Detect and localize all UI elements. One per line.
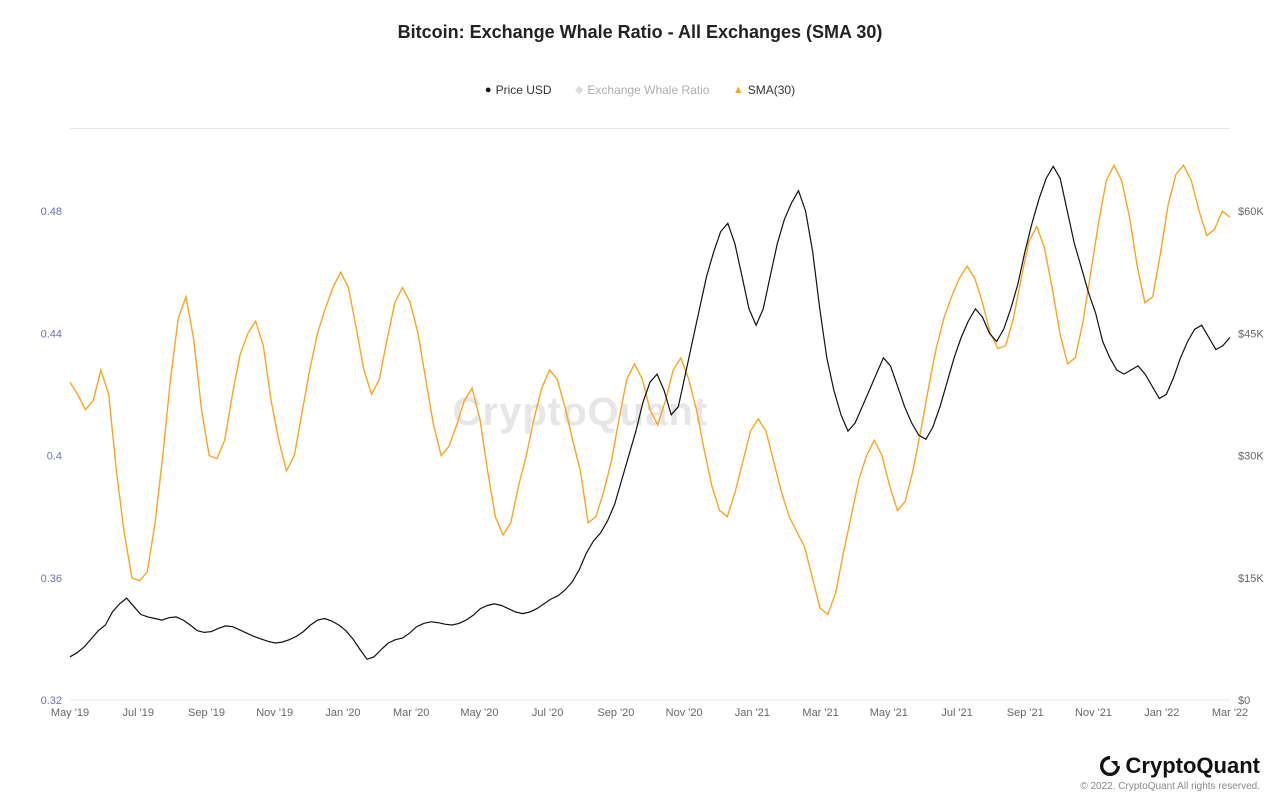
- copyright: © 2022. CryptoQuant All rights reserved.: [1080, 781, 1260, 792]
- legend-label: SMA(30): [748, 83, 795, 97]
- legend-item-whale-ratio[interactable]: ◆ Exchange Whale Ratio: [575, 83, 710, 97]
- svg-text:Nov '21: Nov '21: [1075, 707, 1112, 719]
- chart-title: Bitcoin: Exchange Whale Ratio - All Exch…: [0, 22, 1280, 43]
- svg-text:Nov '19: Nov '19: [256, 707, 293, 719]
- svg-text:Sep '21: Sep '21: [1007, 707, 1044, 719]
- svg-text:0.32: 0.32: [41, 695, 62, 707]
- svg-text:Jul '20: Jul '20: [532, 707, 563, 719]
- brand-name: CryptoQuant: [1126, 753, 1260, 779]
- legend-item-sma30[interactable]: ▲ SMA(30): [733, 83, 795, 97]
- svg-text:Jul '21: Jul '21: [941, 707, 972, 719]
- svg-text:$0: $0: [1238, 695, 1250, 707]
- svg-text:Mar '21: Mar '21: [802, 707, 838, 719]
- svg-text:$60K: $60K: [1238, 206, 1264, 218]
- svg-text:May '20: May '20: [460, 707, 498, 719]
- svg-text:0.44: 0.44: [41, 328, 62, 340]
- svg-text:Mar '22: Mar '22: [1212, 707, 1248, 719]
- svg-text:Jan '21: Jan '21: [735, 707, 770, 719]
- svg-text:Sep '19: Sep '19: [188, 707, 225, 719]
- legend-label: Exchange Whale Ratio: [587, 83, 709, 97]
- svg-text:Nov '20: Nov '20: [666, 707, 703, 719]
- brand-logo-icon: [1100, 756, 1120, 776]
- chart-container: Bitcoin: Exchange Whale Ratio - All Exch…: [0, 0, 1280, 806]
- brand: CryptoQuant: [1080, 753, 1260, 779]
- footer: CryptoQuant © 2022. CryptoQuant All righ…: [1080, 753, 1260, 792]
- svg-text:Sep '20: Sep '20: [597, 707, 634, 719]
- legend-marker-circle-icon: ●: [485, 84, 492, 96]
- svg-text:$45K: $45K: [1238, 328, 1264, 340]
- svg-text:$30K: $30K: [1238, 451, 1264, 463]
- svg-text:0.36: 0.36: [41, 573, 62, 585]
- svg-text:May '19: May '19: [51, 707, 89, 719]
- legend-marker-triangle-icon: ▲: [733, 84, 744, 96]
- chart-svg: CryptoQuant0.320.360.40.440.48$0$15K$30K…: [30, 140, 1270, 720]
- plot-area[interactable]: CryptoQuant0.320.360.40.440.48$0$15K$30K…: [70, 150, 1230, 700]
- svg-text:0.48: 0.48: [41, 206, 62, 218]
- svg-text:Jul '19: Jul '19: [123, 707, 154, 719]
- svg-text:Jan '20: Jan '20: [325, 707, 360, 719]
- legend-label: Price USD: [496, 83, 552, 97]
- legend-marker-diamond-icon: ◆: [575, 83, 583, 96]
- svg-text:0.4: 0.4: [47, 451, 62, 463]
- legend-item-price[interactable]: ● Price USD: [485, 83, 552, 97]
- svg-text:Jan '22: Jan '22: [1144, 707, 1179, 719]
- svg-text:Mar '20: Mar '20: [393, 707, 429, 719]
- separator: [70, 128, 1230, 129]
- svg-text:May '21: May '21: [870, 707, 908, 719]
- chart-legend: ● Price USD ◆ Exchange Whale Ratio ▲ SMA…: [0, 82, 1280, 97]
- svg-text:$15K: $15K: [1238, 573, 1264, 585]
